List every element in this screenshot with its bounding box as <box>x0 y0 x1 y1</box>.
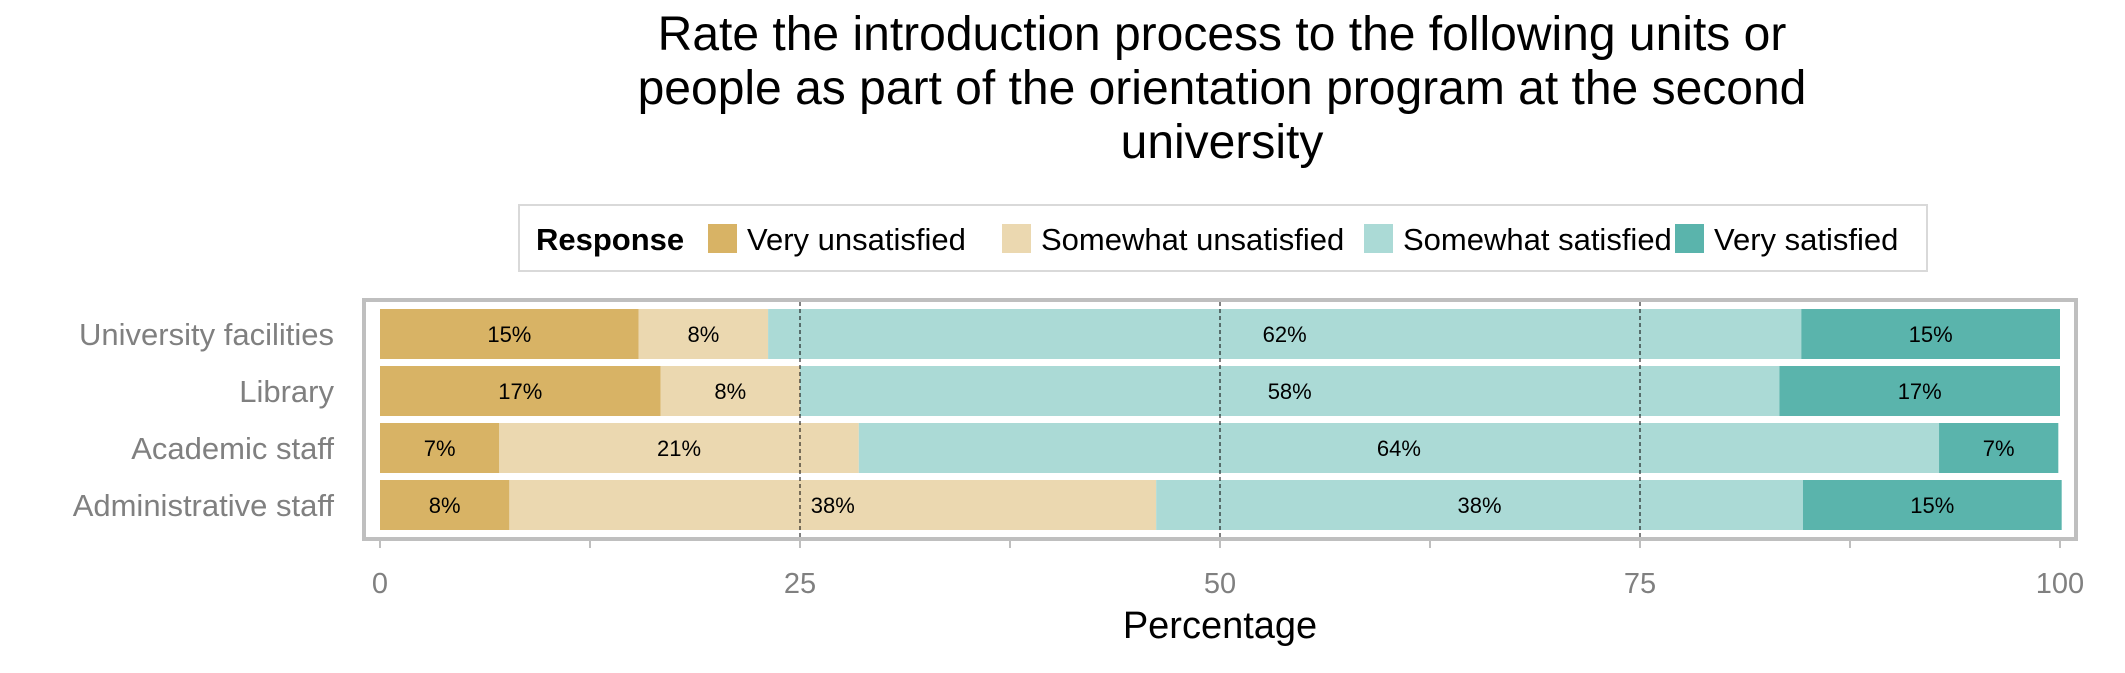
x-axis: 0 25 50 75 100 <box>372 541 2084 600</box>
x-tick-label-2: 50 <box>1204 568 1236 600</box>
legend-label-1: Somewhat unsatisfied <box>1041 222 1344 257</box>
data-label-3-1: 38% <box>811 493 855 518</box>
x-tick-label-4: 100 <box>2036 568 2084 600</box>
category-labels: University facilities Library Academic sta… <box>73 317 335 523</box>
category-label-0: University facilities <box>79 317 334 352</box>
bar-1-2 <box>800 366 1780 416</box>
data-label-0-0: 15% <box>487 322 531 347</box>
bar-3-2 <box>1156 480 1803 530</box>
x-tick-label-3: 75 <box>1624 568 1656 600</box>
bar-0-1 <box>638 309 769 359</box>
legend-label-0: Very unsatisfied <box>747 222 966 257</box>
legend-label-2: Somewhat satisfied <box>1403 222 1672 257</box>
data-label-1-3: 17% <box>1898 379 1942 404</box>
data-label-3-3: 15% <box>1910 493 1954 518</box>
category-label-3: Administrative staff <box>73 488 335 523</box>
category-label-1: Library <box>239 374 334 409</box>
chart-title: Rate the introduction process to the fol… <box>638 8 1807 169</box>
bar-0-3 <box>1801 309 2060 359</box>
legend-swatch-0 <box>708 224 737 253</box>
bar-2-3 <box>1939 423 2059 473</box>
legend-swatch-1 <box>1002 224 1031 253</box>
chart-title-line-2: people as part of the orientation progra… <box>638 62 1807 115</box>
legend-swatch-3 <box>1675 224 1704 253</box>
legend-title: Response <box>536 222 684 257</box>
data-label-2-3: 7% <box>1983 436 2015 461</box>
x-tick-label-1: 25 <box>784 568 816 600</box>
bar-1-3 <box>1779 366 2060 416</box>
bar-2-1 <box>499 423 859 473</box>
data-label-2-1: 21% <box>657 436 701 461</box>
data-label-1-0: 17% <box>498 379 542 404</box>
legend: Response Very unsatisfied Somewhat unsati… <box>518 204 1928 272</box>
x-tick-label-0: 0 <box>372 568 388 600</box>
chart-title-line-3: university <box>1121 116 1324 169</box>
bar-1-0 <box>380 366 661 416</box>
data-label-3-2: 38% <box>1458 493 1502 518</box>
bar-0-0 <box>380 309 639 359</box>
data-label-1-1: 8% <box>714 379 746 404</box>
data-labels: 15% 8% 62% 15% 17% 8% 58% 17% 7% 21% 64% 7% 8% 38% 38%… <box>424 322 2015 518</box>
bar-2-0 <box>380 423 500 473</box>
category-label-2: Academic staff <box>131 431 334 466</box>
data-label-0-3: 15% <box>1909 322 1953 347</box>
bar-3-0 <box>380 480 510 530</box>
bar-0-2 <box>768 309 1802 359</box>
data-label-0-1: 8% <box>688 322 720 347</box>
data-label-3-0: 8% <box>429 493 461 518</box>
legend-label-3: Very satisfied <box>1714 222 1898 257</box>
bars <box>380 309 2062 530</box>
data-label-1-2: 58% <box>1268 379 1312 404</box>
bar-3-1 <box>509 480 1157 530</box>
plot-panel-border <box>362 298 2078 541</box>
chart-title-line-1: Rate the introduction process to the fol… <box>658 8 1787 61</box>
data-label-2-2: 64% <box>1377 436 1421 461</box>
legend-swatch-2 <box>1364 224 1393 253</box>
bar-1-1 <box>660 366 800 416</box>
data-label-0-2: 62% <box>1263 322 1307 347</box>
data-label-2-0: 7% <box>424 436 456 461</box>
x-axis-title: Percentage <box>1123 605 1317 647</box>
bar-2-2 <box>858 423 1940 473</box>
bar-3-3 <box>1802 480 2062 530</box>
